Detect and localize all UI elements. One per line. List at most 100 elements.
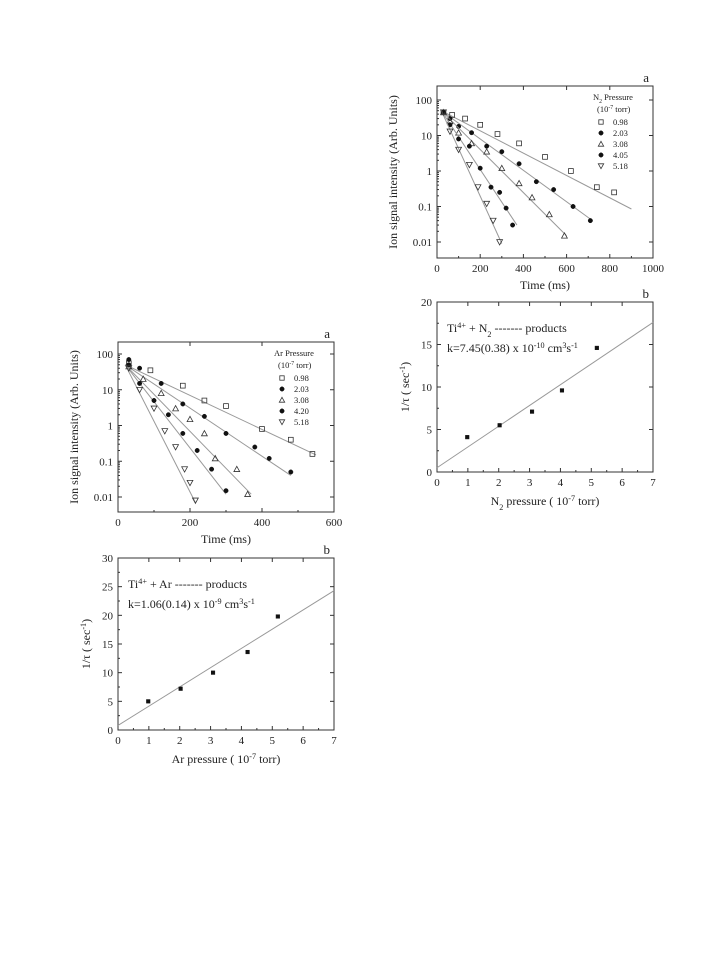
x-tick-label: 0 bbox=[115, 517, 121, 529]
y-tick-label: 20 bbox=[102, 610, 114, 622]
data-point bbox=[542, 154, 548, 160]
data-point bbox=[497, 189, 503, 195]
y-axis-label: 1/τ ( sec-1) bbox=[398, 362, 413, 412]
data-point bbox=[455, 146, 463, 154]
data-point bbox=[446, 128, 454, 136]
legend-entry: 5.18 bbox=[294, 417, 309, 427]
data-point bbox=[161, 428, 169, 435]
legend-entry: 0.98 bbox=[294, 373, 309, 383]
y-axis-label: 1/τ ( sec-1) bbox=[79, 619, 94, 669]
fit-line bbox=[441, 110, 593, 222]
x-tick-label: 7 bbox=[650, 477, 656, 489]
data-point bbox=[245, 649, 250, 655]
legend-unit: (10-7 torr) bbox=[597, 104, 631, 114]
data-point bbox=[200, 429, 208, 437]
data-point bbox=[503, 205, 509, 211]
data-point bbox=[150, 405, 158, 413]
data-point bbox=[201, 413, 207, 419]
data-point bbox=[181, 466, 189, 473]
data-point bbox=[180, 430, 186, 436]
data-point bbox=[455, 128, 463, 136]
legend-entry: 0.98 bbox=[613, 117, 628, 127]
data-point bbox=[288, 469, 294, 475]
y-tick-label: 0.01 bbox=[94, 492, 113, 504]
legend-entry: 2.03 bbox=[613, 128, 628, 138]
x-axis-label: Time (ms) bbox=[520, 278, 570, 292]
x-tick-label: 2 bbox=[177, 735, 183, 747]
y-tick-label: 5 bbox=[108, 696, 114, 708]
data-point bbox=[210, 670, 216, 675]
ar-rate-panel: 0 1 2 3 4 5 6 7 0 5 10 15 20 25 30 Ar pressure ( 10-7 t… bbox=[79, 542, 338, 766]
legend-marker bbox=[279, 408, 285, 414]
data-point bbox=[158, 381, 164, 386]
legend-entry: 5.18 bbox=[613, 161, 628, 171]
data-point bbox=[510, 222, 516, 228]
x-tick-label: 1 bbox=[146, 735, 152, 747]
data-point bbox=[528, 193, 536, 201]
data-point bbox=[462, 115, 468, 122]
data-point bbox=[484, 143, 490, 149]
data-point bbox=[147, 367, 154, 374]
data-point bbox=[483, 200, 491, 208]
data-point bbox=[466, 143, 472, 149]
legend-marker bbox=[598, 152, 604, 158]
data-point bbox=[223, 430, 229, 436]
data-point bbox=[498, 164, 506, 171]
x-tick-label: 400 bbox=[254, 517, 271, 529]
data-point bbox=[211, 454, 219, 462]
legend-title: N2 Pressure bbox=[593, 92, 633, 105]
legend-marker bbox=[279, 375, 285, 381]
fit-line bbox=[441, 110, 632, 210]
legend-unit: (10-7 torr) bbox=[278, 360, 312, 370]
fit-line bbox=[124, 364, 317, 456]
x-axis-label: Ar pressure ( 10-7 torr) bbox=[172, 752, 281, 767]
data-point bbox=[259, 426, 265, 432]
x-tick-label: 6 bbox=[300, 735, 306, 747]
legend-entry: 3.08 bbox=[294, 395, 309, 405]
data-point bbox=[194, 448, 200, 453]
y-tick-label: 30 bbox=[102, 553, 114, 565]
data-point bbox=[533, 179, 539, 185]
y-tick-label: 20 bbox=[421, 297, 433, 309]
legend-marker bbox=[598, 119, 604, 125]
data-point bbox=[233, 465, 241, 472]
legend-marker bbox=[278, 396, 286, 403]
annotation-rate-constant: k=7.45(0.38) x 10-10 cm3s-1 bbox=[447, 341, 578, 356]
data-point bbox=[477, 165, 483, 171]
x-tick-label: 3 bbox=[527, 477, 533, 489]
data-point bbox=[180, 401, 186, 407]
panel-label: a bbox=[643, 70, 649, 85]
data-point bbox=[201, 397, 208, 404]
data-point bbox=[179, 382, 186, 389]
y-tick-label: 0.1 bbox=[418, 202, 432, 214]
data-point bbox=[139, 375, 147, 382]
data-point bbox=[568, 168, 574, 174]
y-tick-label: 15 bbox=[102, 639, 114, 651]
data-point bbox=[587, 218, 593, 224]
data-point bbox=[559, 388, 565, 393]
data-point bbox=[570, 204, 576, 209]
y-axis-label: Ion signal intensity (Arb. Units) bbox=[386, 95, 400, 249]
fit-line bbox=[117, 590, 335, 726]
y-tick-label: 0.01 bbox=[413, 237, 432, 249]
x-tick-label: 600 bbox=[326, 517, 343, 529]
legend-marker bbox=[598, 130, 604, 136]
data-point bbox=[488, 184, 494, 190]
x-tick-label: 0 bbox=[434, 263, 440, 275]
y-tick-label: 10 bbox=[421, 131, 433, 143]
x-tick-label: 0 bbox=[434, 477, 440, 489]
data-point bbox=[136, 386, 144, 394]
x-tick-label: 5 bbox=[270, 735, 276, 747]
data-point bbox=[529, 409, 535, 414]
x-tick-label: 4 bbox=[239, 735, 245, 747]
panel-label: a bbox=[324, 326, 330, 341]
data-point bbox=[157, 389, 165, 397]
x-tick-label: 600 bbox=[558, 263, 575, 275]
x-tick-label: 5 bbox=[589, 477, 595, 489]
x-tick-label: 7 bbox=[331, 735, 337, 747]
x-tick-label: 6 bbox=[619, 477, 625, 489]
legend-marker bbox=[597, 163, 605, 170]
panel-label: b bbox=[324, 542, 331, 557]
x-tick-label: 1 bbox=[465, 477, 471, 489]
annotation-reaction: Ti4+ + N2 ------- products bbox=[447, 321, 567, 339]
